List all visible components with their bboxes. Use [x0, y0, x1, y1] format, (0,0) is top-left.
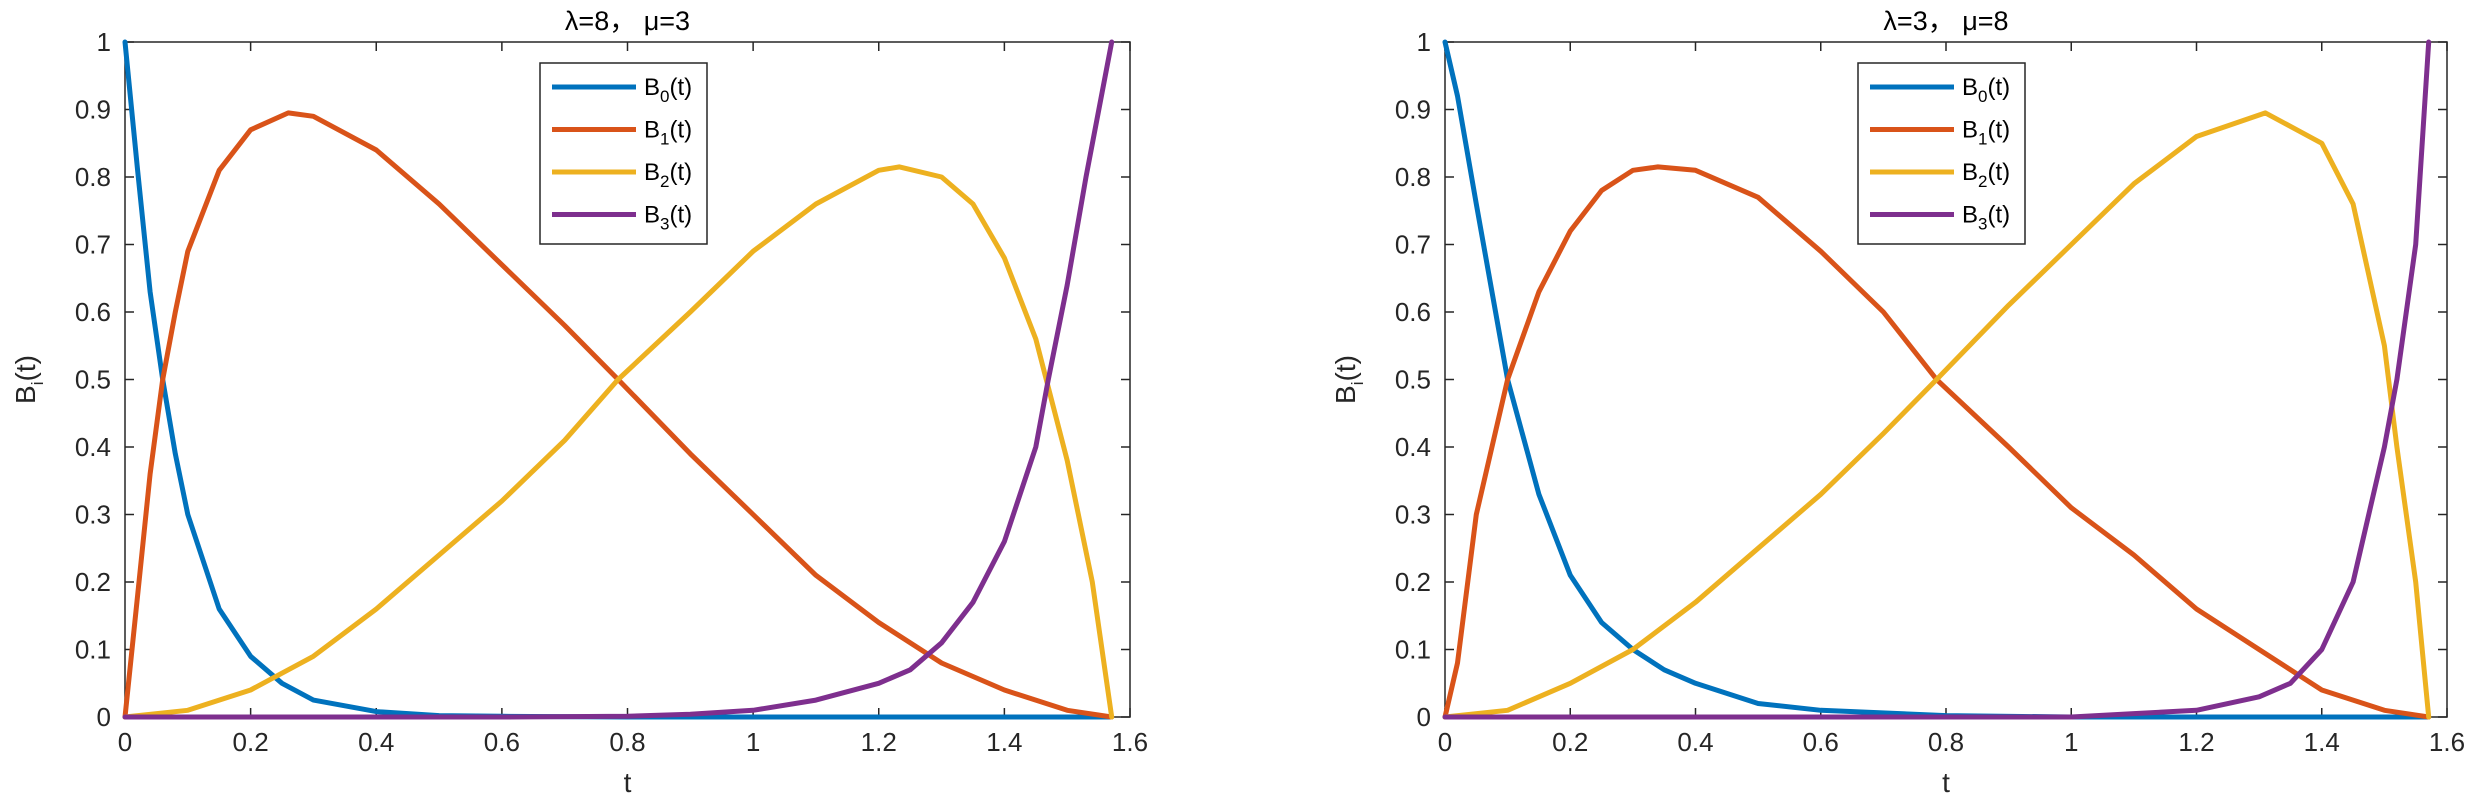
x-tick-label: 1.2 [2178, 727, 2214, 757]
x-tick-label: 1.4 [986, 727, 1022, 757]
y-tick-label: 0.4 [75, 432, 111, 462]
y-tick-label: 0.7 [75, 230, 111, 260]
y-tick-label: 0.1 [75, 635, 111, 665]
x-tick-label: 0 [118, 727, 132, 757]
y-tick-label: 0.3 [1395, 500, 1431, 530]
y-tick-label: 1 [1417, 27, 1431, 57]
y-tick-label: 0.9 [1395, 95, 1431, 125]
x-tick-label: 1 [2064, 727, 2078, 757]
x-tick-label: 0.6 [484, 727, 520, 757]
legend-label-b0: B0(t) [644, 74, 692, 106]
y-tick-label: 0.8 [1395, 162, 1431, 192]
y-axis-label: Bi(t) [1330, 355, 1367, 404]
series-line-b0 [122, 39, 1115, 720]
y-tick-label: 0.3 [75, 500, 111, 530]
series-line-b1 [1442, 164, 2432, 720]
series-line-b1 [122, 110, 1115, 720]
legend-label-b2: B2(t) [644, 159, 692, 191]
legend-label-b3: B3(t) [1962, 202, 2010, 234]
x-axis-label: t [624, 767, 632, 798]
chart-panel-1: 0 0.2 0.4 0.6 0.8 1 1.2 1.4 1.6 0 0.1 0.2 0.3 0.4 0.5 0… [10, 6, 1148, 798]
x-tick-label: 0.2 [233, 727, 269, 757]
y-axis-label: Bi(t) [10, 355, 47, 404]
legend-label-b0: B0(t) [1962, 74, 2010, 106]
y-tick-label: 0.5 [1395, 365, 1431, 395]
x-tick-label: 1.6 [1112, 727, 1148, 757]
legend: B0(t) B1(t) B2(t) B3(t) [1857, 62, 2026, 245]
y-tick-label: 0.5 [75, 365, 111, 395]
x-tick-label: 0.4 [358, 727, 394, 757]
y-tick-label: 0.8 [75, 162, 111, 192]
y-tick-label: 0.2 [75, 567, 111, 597]
x-tick-label: 1 [746, 727, 760, 757]
series-line-b2 [122, 164, 1115, 720]
x-tick-label: 0.6 [1803, 727, 1839, 757]
x-tick-label: 0.8 [1928, 727, 1964, 757]
legend: B0(t) B1(t) B2(t) B3(t) [539, 62, 708, 245]
x-axis-label: t [1942, 767, 1950, 798]
legend-label-b1: B1(t) [1962, 117, 2010, 149]
legend-label-b3: B3(t) [644, 202, 692, 234]
y-tick-label: 0 [1417, 702, 1431, 732]
series-line-b3 [122, 39, 1115, 720]
y-tick-label: 0.6 [1395, 297, 1431, 327]
y-tick-label: 0.7 [1395, 230, 1431, 260]
y-tick-label: 0.6 [75, 297, 111, 327]
y-tick-label: 0.2 [1395, 567, 1431, 597]
x-tick-label: 1.2 [861, 727, 897, 757]
x-tick-label: 0 [1438, 727, 1452, 757]
x-tick-label: 0.4 [1677, 727, 1713, 757]
series-line-b3 [1442, 39, 2432, 720]
x-tick-label: 1.4 [2304, 727, 2340, 757]
chart-title: λ=8， μ=3 [565, 6, 690, 36]
legend-label-b2: B2(t) [1962, 159, 2010, 191]
x-tick-label: 0.8 [609, 727, 645, 757]
y-tick-label: 1 [97, 27, 111, 57]
chart-title: λ=3， μ=8 [1883, 6, 2008, 36]
chart-panel-2: 0 0.2 0.4 0.6 0.8 1 1.2 1.4 1.6 0 0.1 0.2 0.3 0.4 0.5 0… [1330, 6, 2465, 798]
y-tick-label: 0 [97, 702, 111, 732]
x-tick-label: 0.2 [1552, 727, 1588, 757]
series-line-b2 [1442, 110, 2432, 720]
x-tick-label: 1.6 [2429, 727, 2465, 757]
y-tick-label: 0.4 [1395, 432, 1431, 462]
legend-label-b1: B1(t) [644, 117, 692, 149]
y-tick-label: 0.1 [1395, 635, 1431, 665]
y-tick-label: 0.9 [75, 95, 111, 125]
